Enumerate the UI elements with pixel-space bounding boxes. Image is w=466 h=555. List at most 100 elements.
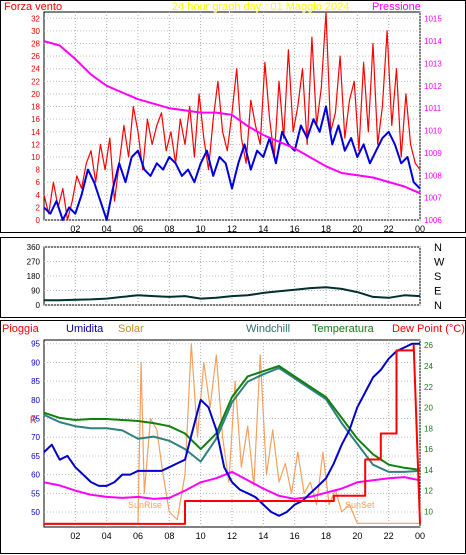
series-direction	[44, 286, 421, 302]
compass-label: N	[434, 242, 442, 254]
bottom-x-tick-label: 16	[290, 531, 300, 541]
humidity-y-tick-label: 80	[31, 396, 40, 405]
temperature-y-tick-label: 14	[424, 466, 433, 475]
wind-x-tick-label: 12	[227, 224, 237, 234]
temperature-y-tick-label: 18	[424, 424, 433, 433]
humidity-y-tick-label: 85	[31, 377, 40, 386]
wind-x-tick-label: 16	[290, 224, 300, 234]
rain-label: Pioggia	[2, 323, 40, 335]
panel-bottom-y-ticks: 50 55 60 65 70 75 80 85 90 95	[31, 340, 40, 517]
wind-y-tick-label: 4	[36, 191, 41, 200]
sunrise-label: SunRise	[128, 500, 162, 510]
bottom-x-tick-label: 22	[384, 531, 394, 541]
humidity-y-tick-label: 95	[31, 340, 40, 349]
temperature-y-tick-label: 24	[424, 362, 433, 371]
compass-label: S	[434, 271, 441, 283]
pressure-y-tick-label: 1012	[424, 82, 442, 91]
temperature-y-tick-label: 16	[424, 445, 433, 454]
bottom-x-tick-label: 06	[133, 531, 143, 541]
pressure-y-tick-label: 1009	[424, 149, 442, 158]
wind-y-tick-label: 18	[31, 103, 40, 112]
pressure-y-tick-label: 1006	[424, 216, 442, 225]
pressure-y-tick-label: 1010	[424, 127, 442, 136]
bottom-x-tick-label: 00	[415, 531, 425, 541]
wind-y-tick-label: 28	[31, 40, 40, 49]
bottom-x-tick-label: 10	[196, 531, 206, 541]
series-rain	[44, 344, 421, 525]
bottom-x-tick-label: 20	[352, 531, 362, 541]
wind-axis-label: Forza vento	[4, 1, 62, 13]
windchill-label: Windchill	[246, 323, 290, 335]
series-pressure_magenta	[43, 40, 421, 195]
humidity-y-tick-label: 70	[31, 433, 40, 442]
pressure-y-tick-label: 1014	[424, 37, 442, 46]
series-dewpoint	[43, 470, 421, 500]
panel-direction-series	[44, 286, 421, 302]
wind-y-tick-label: 12	[31, 140, 40, 149]
wind-x-tick-label: 04	[102, 224, 112, 234]
humidity-y-tick-label: 50	[31, 508, 40, 517]
bottom-x-tick-label: 18	[321, 531, 331, 541]
wind-y-tick-label: 14	[31, 128, 40, 137]
wind-y-tick-label: 24	[31, 65, 40, 74]
series-solar	[44, 343, 420, 524]
wind-y-tick-label: 20	[31, 90, 40, 99]
wind-y-tick-label: 8	[36, 166, 41, 175]
humidity-y-tick-label: 60	[31, 471, 40, 480]
wind-x-tick-label: 02	[70, 224, 80, 234]
wind-y-tick-label: 10	[31, 153, 40, 162]
panel-bottom-x-ticks: 02 04 06 08 10 12 14 16 18 20 22 00	[70, 531, 425, 541]
temperature-y-tick-label: 26	[424, 341, 433, 350]
series-windchill	[43, 367, 421, 473]
direction-y-tick-label: 180	[27, 272, 41, 281]
compass-label: W	[434, 257, 445, 269]
wind-y-tick-label: 16	[31, 115, 40, 124]
series-temperature	[43, 365, 421, 471]
dewpoint-label: Dew Point (°C)	[392, 323, 465, 335]
wind-x-tick-label: 00	[415, 224, 425, 234]
wind-y-tick-label: 30	[31, 27, 40, 36]
chart-title: 24 hour graph day : 01 Maggio 2024	[172, 1, 349, 13]
panel-bottom-y-right-ticks: 10 12 14 16 18 20 22 24 26	[424, 341, 433, 516]
wind-y-tick-label: 26	[31, 52, 40, 61]
panel-wind-series	[43, 11, 421, 221]
wind-x-tick-label: 06	[133, 224, 143, 234]
panel-wind-y-right-ticks: 1006 1007 1008 1009 1010 1011 1012 1013 1014 1015	[424, 15, 442, 225]
wind-y-tick-label: 6	[36, 178, 41, 187]
wind-y-tick-label: 2	[36, 203, 41, 212]
humidity-label: Umidita	[66, 323, 104, 335]
pressure-y-tick-label: 1013	[424, 59, 442, 68]
panel-bottom-series	[43, 342, 421, 525]
temperature-y-tick-label: 10	[424, 507, 433, 516]
bottom-x-tick-label: 08	[164, 531, 174, 541]
bottom-x-tick-label: 14	[258, 531, 268, 541]
humidity-y-tick-label: 75	[31, 415, 40, 424]
series-gust_blue	[43, 105, 421, 221]
pressure-y-tick-label: 1011	[424, 104, 442, 113]
direction-y-tick-label: 0	[36, 301, 41, 310]
rain-marker: R	[30, 415, 37, 425]
pressure-y-tick-label: 1008	[424, 171, 442, 180]
panel-wind-x-ticks: 02 04 06 08 10 12 14 16 18 20 22 00	[70, 224, 425, 234]
bottom-x-tick-label: 12	[227, 531, 237, 541]
bottom-x-tick-label: 04	[102, 531, 112, 541]
wind-y-tick-label: 22	[31, 77, 40, 86]
wind-x-tick-label: 20	[352, 224, 362, 234]
panel-direction-y-ticks: 0 90 180 270 360	[27, 243, 41, 310]
compass-label: E	[434, 286, 441, 298]
bottom-x-tick-label: 02	[70, 531, 80, 541]
wind-y-tick-label: 32	[31, 14, 40, 23]
humidity-y-tick-label: 90	[31, 358, 40, 367]
wind-y-tick-label: 0	[36, 216, 41, 225]
pressure-y-tick-label: 1007	[424, 194, 442, 203]
temperature-y-tick-label: 22	[424, 383, 433, 392]
series-humidity	[43, 342, 420, 517]
wind-x-tick-label: 22	[384, 224, 394, 234]
solar-label: Solar	[118, 323, 144, 335]
wind-x-tick-label: 10	[196, 224, 206, 234]
humidity-y-tick-label: 65	[31, 452, 40, 461]
